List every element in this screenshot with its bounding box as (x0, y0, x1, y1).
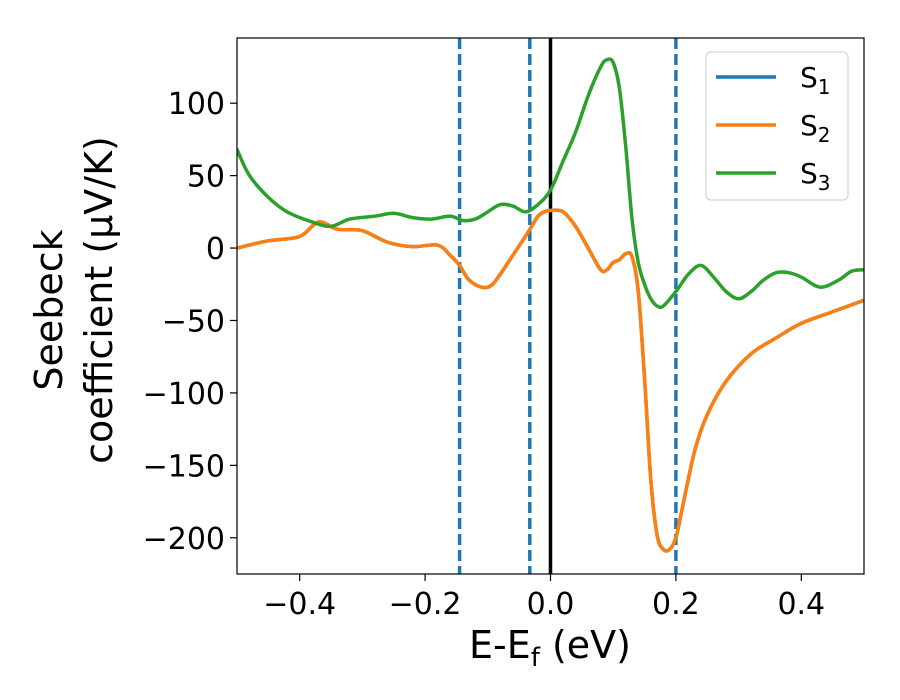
series-line-s3 (237, 57, 864, 310)
series-line-s2 (237, 208, 864, 553)
legend: S1 S2 S3 (705, 51, 849, 201)
x-axis-title: E-Ef (eV) (469, 623, 631, 673)
x-tick-label: −0.2 (389, 587, 462, 622)
y-axis-title-line1: Seebeck (27, 229, 71, 390)
y-axis-title-line2: coefficient (μV/K) (77, 136, 121, 464)
x-tick-label: 0.2 (652, 587, 700, 622)
tick-layer: −0.4 −0.2 0.0 0.2 0.4 −200 −150 −100 −50 0 50 100 (143, 87, 826, 622)
legend-label-s3: S3 (800, 157, 831, 195)
y-tick-label: −100 (143, 377, 225, 412)
y-tick-label: 0 (206, 232, 225, 267)
legend-frame (705, 51, 849, 201)
x-tick-label: 0.0 (527, 587, 575, 622)
y-tick-label: 50 (187, 160, 225, 195)
y-tick-label: 100 (168, 87, 225, 122)
series-layer (237, 57, 864, 553)
x-tick-label: −0.4 (263, 587, 336, 622)
legend-label-s2: S2 (800, 109, 831, 147)
y-tick-label: −50 (162, 304, 225, 339)
y-tick-label: −150 (143, 449, 225, 484)
legend-label-s1: S1 (800, 61, 831, 99)
vline-layer (457, 38, 678, 574)
y-tick-label: −200 (143, 522, 225, 557)
x-tick-label: 0.4 (777, 587, 825, 622)
